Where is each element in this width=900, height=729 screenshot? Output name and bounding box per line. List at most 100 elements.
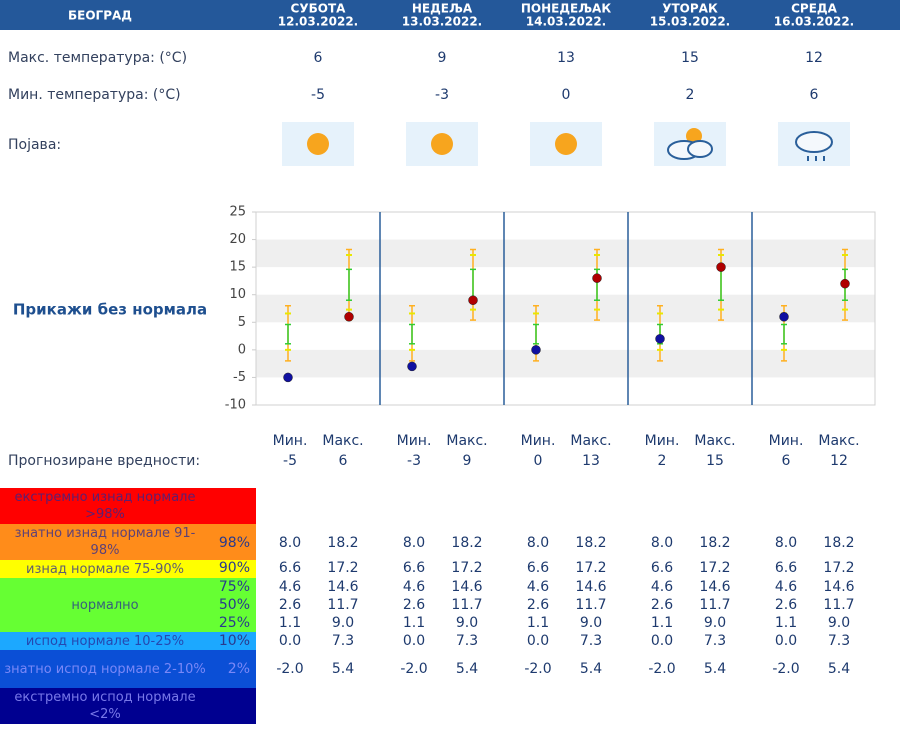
col-head: Макс.: [694, 433, 735, 449]
forecast-min: -3: [407, 453, 421, 469]
temp-value: 6: [314, 50, 323, 66]
forecast-point: [344, 312, 354, 322]
y-tick-label: 10: [229, 287, 246, 302]
day-name: СУБОТА: [291, 2, 347, 16]
forecast-min: 6: [782, 453, 791, 469]
normal-min: 4.6: [403, 579, 425, 595]
forecast-point: [468, 295, 478, 305]
normal-max: 7.3: [580, 633, 602, 649]
normal-category: екстремно испод нормале <2%: [0, 688, 256, 724]
chart-link[interactable]: Прикажи без нормала: [13, 301, 207, 319]
day-date: 15.03.2022.: [650, 15, 730, 29]
normal-category: нормално: [0, 578, 256, 632]
y-tick-label: 20: [229, 232, 246, 247]
temp-value: 0: [562, 87, 571, 103]
normal-max: 7.3: [332, 633, 354, 649]
normal-max: 17.2: [699, 560, 730, 576]
normal-max: 17.2: [327, 560, 358, 576]
y-tick-label: -5: [233, 370, 246, 385]
col-head: Мин.: [397, 433, 432, 449]
normal-min: 1.1: [775, 615, 797, 631]
normal-max: 7.3: [828, 633, 850, 649]
day-date: 13.03.2022.: [402, 15, 482, 29]
weather-icons: [282, 122, 850, 166]
forecast-max: 12: [830, 453, 848, 469]
day-name: УТОРАК: [662, 2, 718, 16]
y-tick-label: 25: [229, 205, 246, 220]
normal-min: 0.0: [403, 633, 425, 649]
plot-border: [255, 211, 876, 406]
normal-max: 5.4: [580, 661, 602, 677]
normal-max: 14.6: [575, 579, 606, 595]
day-date: 16.03.2022.: [774, 15, 854, 29]
temp-value: 12: [805, 50, 823, 66]
normal-max: 18.2: [699, 535, 730, 551]
normal-max: 14.6: [823, 579, 854, 595]
normal-max: 9.0: [580, 615, 602, 631]
forecast-point: [716, 262, 726, 272]
day-date: 12.03.2022.: [278, 15, 358, 29]
normal-min: 2.6: [775, 597, 797, 613]
y-tick-label: 15: [229, 260, 246, 275]
normal-min: -2.0: [276, 661, 303, 677]
normal-max: 11.7: [451, 597, 482, 613]
forecast-point: [592, 273, 602, 283]
normal-min: 0.0: [527, 633, 549, 649]
forecast-point: [655, 334, 665, 344]
normal-min: 8.0: [403, 535, 425, 551]
forecast-point: [840, 278, 850, 289]
temp-value: 6: [810, 87, 819, 103]
normal-category: знатно изнад нормале 91-98%: [0, 524, 256, 560]
normal-min: 2.6: [651, 597, 673, 613]
forecast-min: 0: [534, 453, 543, 469]
normal-max: 11.7: [575, 597, 606, 613]
col-head: Мин.: [769, 433, 804, 449]
normal-min: 8.0: [651, 535, 673, 551]
temp-value: 9: [438, 50, 447, 66]
row-label: Макс. температура: (°C): [8, 50, 187, 66]
forecast-max: 9: [463, 453, 472, 469]
normal-min: 0.0: [279, 633, 301, 649]
col-head: Макс.: [570, 433, 611, 449]
normal-max: 14.6: [699, 579, 730, 595]
normal-max: 5.4: [704, 661, 726, 677]
normal-min: -2.0: [772, 661, 799, 677]
normal-max: 11.7: [327, 597, 358, 613]
normal-max: 17.2: [451, 560, 482, 576]
normal-max: 7.3: [704, 633, 726, 649]
normal-category: екстремно изнад нормале >98%: [0, 488, 256, 524]
col-head: Макс.: [446, 433, 487, 449]
normal-min: 0.0: [651, 633, 673, 649]
normal-category: знатно испод нормале 2-10%: [0, 650, 256, 688]
normal-min: -2.0: [648, 661, 675, 677]
forecast-point: [779, 312, 789, 322]
plot-band: [256, 294, 875, 323]
forecast-point: [531, 345, 541, 355]
normal-min: 4.6: [279, 579, 301, 595]
city: БЕОГРАД: [68, 9, 132, 23]
temp-value: 13: [557, 50, 575, 66]
day-name: СРЕДА: [791, 2, 837, 16]
col-head: Мин.: [645, 433, 680, 449]
forecast-max: 6: [339, 453, 348, 469]
normal-category: испод нормале 10-25%: [0, 632, 256, 650]
forecast-min: -5: [283, 453, 297, 469]
normal-max: 7.3: [456, 633, 478, 649]
day-date: 14.03.2022.: [526, 15, 606, 29]
normal-min: -2.0: [524, 661, 551, 677]
normal-min: 4.6: [651, 579, 673, 595]
normal-min: 1.1: [279, 615, 301, 631]
y-tick-label: 5: [238, 315, 246, 330]
normal-max: 5.4: [456, 661, 478, 677]
col-head: Мин.: [273, 433, 308, 449]
normal-max: 18.2: [327, 535, 358, 551]
normal-max: 14.6: [327, 579, 358, 595]
plot-band: [256, 239, 875, 268]
col-head: Макс.: [818, 433, 859, 449]
normal-max: 17.2: [823, 560, 854, 576]
normal-min: 1.1: [527, 615, 549, 631]
normal-max: 14.6: [451, 579, 482, 595]
forecast-max: 13: [582, 453, 600, 469]
normal-min: 4.6: [527, 579, 549, 595]
